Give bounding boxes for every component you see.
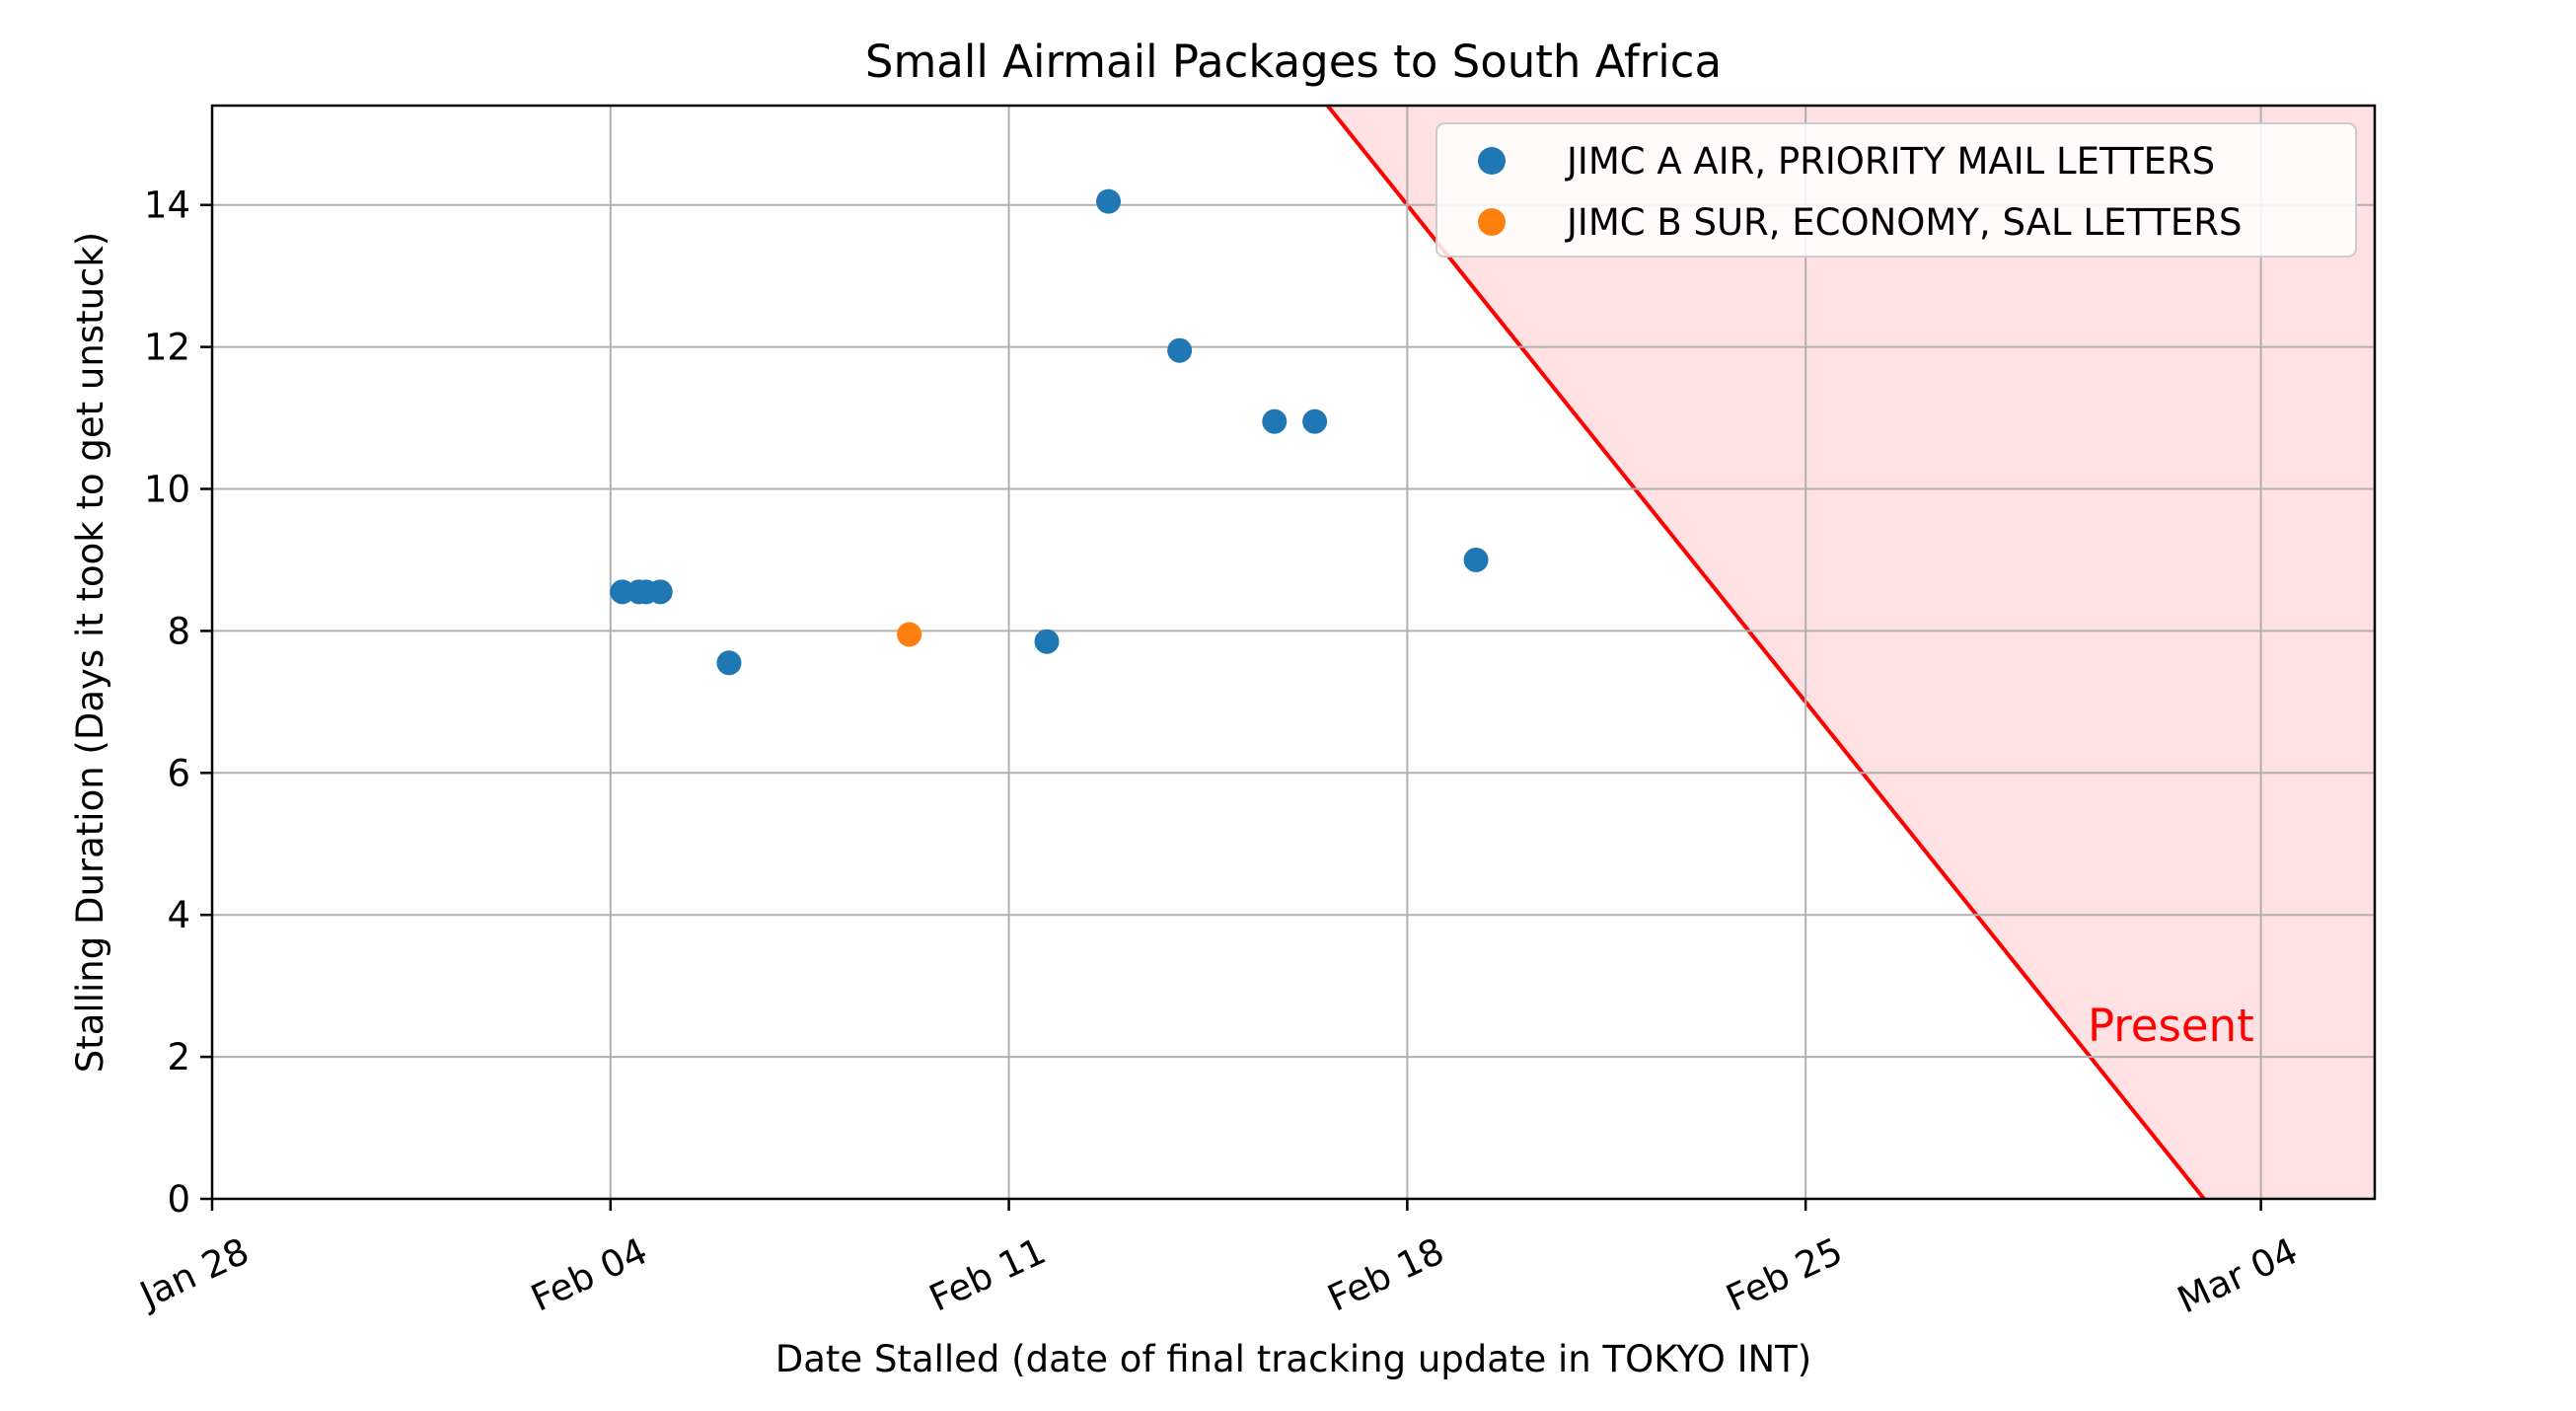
legend-box bbox=[1435, 122, 2357, 258]
y-tick-label: 6 bbox=[167, 752, 190, 794]
data-point bbox=[897, 622, 922, 647]
legend: JIMC A AIR, PRIORITY MAIL LETTERS JIMC B … bbox=[1435, 122, 2357, 258]
plot-frame bbox=[210, 104, 2377, 1201]
y-tick-label: 14 bbox=[144, 185, 190, 227]
data-point bbox=[1034, 629, 1060, 654]
present-shaded-region bbox=[1327, 106, 2375, 1199]
data-point bbox=[1302, 408, 1328, 434]
present-region-group bbox=[1326, 106, 2375, 1199]
x-axis-label: Date Stalled (date of final tracking upd… bbox=[775, 1338, 1811, 1380]
y-tick-label: 0 bbox=[167, 1178, 190, 1221]
data-point bbox=[1463, 547, 1489, 572]
present-label: Present bbox=[2088, 1000, 2254, 1052]
legend-entry: JIMC B SUR, ECONOMY, SAL LETTERS bbox=[1565, 201, 2242, 244]
data-point bbox=[647, 579, 673, 605]
chart-title: Small Airmail Packages to South Africa bbox=[865, 36, 1722, 88]
data-point bbox=[1262, 408, 1288, 434]
data-point bbox=[1167, 337, 1193, 363]
legend-entry: JIMC A AIR, PRIORITY MAIL LETTERS bbox=[1565, 140, 2215, 183]
data-point bbox=[716, 650, 742, 676]
y-tick-label: 8 bbox=[167, 610, 190, 652]
legend-marker bbox=[1478, 147, 1506, 175]
data-point bbox=[1096, 188, 1122, 214]
y-axis-label: Stalling Duration (Days it took to get u… bbox=[69, 232, 111, 1073]
y-tick-label: 2 bbox=[167, 1036, 190, 1078]
legend-marker bbox=[1478, 208, 1506, 236]
y-tick-label: 12 bbox=[144, 327, 190, 369]
y-tick-label: 4 bbox=[167, 894, 190, 936]
present-line bbox=[1326, 106, 2206, 1199]
y-tick-label: 10 bbox=[144, 469, 190, 511]
